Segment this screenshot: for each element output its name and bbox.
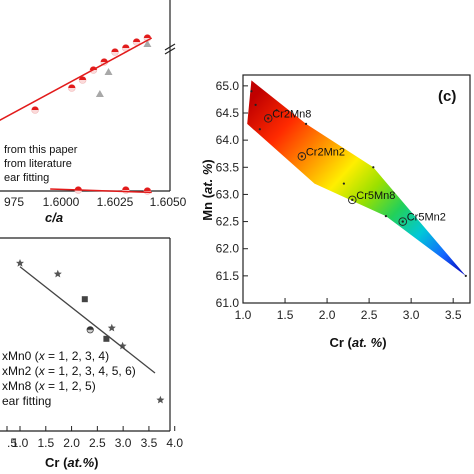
paper-data-marker-half	[143, 187, 151, 191]
bottom-left-xlabel-main: Cr	[45, 455, 59, 470]
sample-point	[258, 128, 261, 131]
right-xtick-label: 1.0	[235, 308, 252, 322]
right-xtick-label: 2.5	[361, 308, 378, 322]
xMn0-star-marker	[107, 323, 116, 332]
literature-triangle-marker	[95, 90, 104, 97]
sample-point	[250, 90, 253, 93]
right-ytick-label: 63.0	[216, 187, 240, 201]
sample-point-ring	[398, 217, 407, 226]
sample-point	[304, 122, 308, 125]
right-y-axis-label: Mn (at. %)	[200, 159, 215, 220]
bottom-left-x-axis-label: Cr (at.%)	[45, 455, 98, 470]
panel-label: (c)	[438, 88, 456, 105]
bottom-left-xtick-label: 4.0	[166, 436, 183, 450]
bottom-left-xtick-label: 2.0	[63, 436, 80, 450]
sample-point	[401, 220, 404, 223]
panel-top-left: 975 1.6000 1.6025 1.6050 c/a from this p…	[0, 0, 187, 225]
literature-triangle-marker	[143, 40, 152, 47]
xMn2-square-marker	[103, 335, 110, 342]
right-ytick-label: 64.5	[216, 106, 240, 120]
xMn8-circle-marker-half	[87, 326, 94, 330]
bottom-left-legend-item: xMn0 (x = 1, 2, 3, 4)	[2, 349, 109, 363]
bottom-left-legend-item: xMn2 (x = 1, 2, 3, 4, 5, 6)	[2, 364, 136, 378]
bottom-left-xtick-label: 3.5	[141, 436, 158, 450]
sample-point	[254, 103, 257, 106]
top-left-x-axis-label: c/a	[45, 210, 63, 225]
sample-point	[342, 182, 345, 185]
sample-annotation: Cr2Mn8	[272, 108, 311, 120]
right-ytick-label: 61.5	[216, 269, 240, 283]
paper-data-marker-half	[68, 84, 76, 88]
bottom-left-xtick-label: 1.0	[12, 436, 29, 450]
paper-data-marker-half	[111, 48, 119, 52]
right-ytick-label: 62.5	[216, 215, 240, 229]
paper-data-marker-half	[133, 38, 141, 42]
top-left-legend-item: from this paper	[4, 144, 78, 156]
heatmap-plot-frame	[242, 74, 471, 304]
sample-point-ring	[297, 152, 307, 161]
axis-break-mark	[164, 47, 176, 55]
sample-point	[384, 215, 388, 218]
paper-data-marker-half	[122, 186, 130, 190]
xMn0-star-marker	[53, 269, 62, 278]
right-ytick-label: 65.0	[216, 79, 240, 93]
right-ytick-label: 63.5	[216, 160, 240, 174]
fit-line	[50, 188, 152, 194]
right-ytick-label: 61.0	[216, 296, 240, 310]
paper-data-marker-half	[74, 186, 82, 190]
xMn0-star-marker	[156, 395, 165, 404]
panel-bottom-left: .51.0 1.5 2.0 2.5 3.0 3.5 4.0 Cr (at.%) xMn0 (…	[0, 237, 183, 470]
bottom-left-xtick-label: 3.0	[115, 436, 132, 450]
paper-data-marker-half	[100, 58, 108, 62]
top-left-xtick-label: 975	[4, 195, 24, 209]
axis-break-mark	[164, 43, 176, 51]
right-ylabel-main: Mn	[200, 202, 215, 221]
xMn2-square-marker	[81, 296, 88, 303]
sample-point	[464, 274, 467, 277]
right-xtick-label: 2.0	[319, 308, 336, 322]
right-xtick-label: 1.5	[277, 308, 294, 322]
bottom-left-xtick-label: 2.5	[89, 436, 106, 450]
bottom-left-xtick-label: .5	[7, 436, 17, 450]
paper-data-marker-half	[31, 106, 39, 110]
right-xtick-label: 3.0	[403, 308, 420, 322]
fit-line	[0, 37, 153, 121]
bottom-left-legend-item: ear fitting	[2, 394, 51, 408]
bottom-left-xlabel-unit: at.%	[67, 455, 94, 470]
xMn0-star-marker	[16, 259, 24, 267]
top-left-xtick-label: 1.6050	[150, 195, 187, 209]
sample-point	[300, 155, 304, 158]
sample-point	[372, 166, 375, 169]
right-ytick-label: 64.0	[216, 133, 240, 147]
paper-data-marker-half	[143, 34, 151, 38]
sample-annotation: Cr2Mn2	[306, 146, 345, 158]
sample-point	[351, 198, 354, 202]
panel-right-heatmap: Cr2Mn8 Cr2Mn2 Cr5Mn8 Cr5Mn2 1.0 1.5 2.0 2.5 3.0…	[200, 74, 471, 350]
literature-triangle-marker	[104, 68, 113, 75]
bottom-left-xtick-label: 1.5	[37, 436, 54, 450]
right-xtick-label: 3.5	[445, 308, 462, 322]
sample-annotation: Cr5Mn8	[356, 190, 395, 202]
right-ylabel-unit: at. %	[200, 163, 215, 194]
sample-point	[267, 117, 270, 120]
top-left-xtick-label: 1.6000	[43, 195, 80, 209]
paper-data-marker-half	[122, 44, 130, 48]
sample-annotation: Cr5Mn2	[407, 212, 446, 224]
right-xlabel-main: Cr	[329, 335, 343, 350]
heatmap-region	[247, 80, 466, 276]
right-xlabel-unit: at. %	[352, 335, 383, 350]
bottom-left-legend-item: xMn8 (x = 1, 2, 5)	[2, 379, 96, 393]
fit-line	[19, 266, 156, 374]
sample-point-ring	[263, 114, 273, 123]
top-left-xtick-label: 1.6025	[97, 195, 134, 209]
xMn0-star-marker	[118, 341, 127, 350]
paper-data-marker-half	[79, 76, 87, 80]
sample-point-ring	[348, 195, 357, 205]
right-ytick-label: 62.0	[216, 242, 240, 256]
right-x-axis-label: Cr (at. %)	[329, 335, 386, 350]
top-left-legend-item: from literature	[4, 158, 72, 170]
top-left-legend-item: ear fitting	[4, 172, 49, 184]
sample-point	[275, 109, 278, 112]
